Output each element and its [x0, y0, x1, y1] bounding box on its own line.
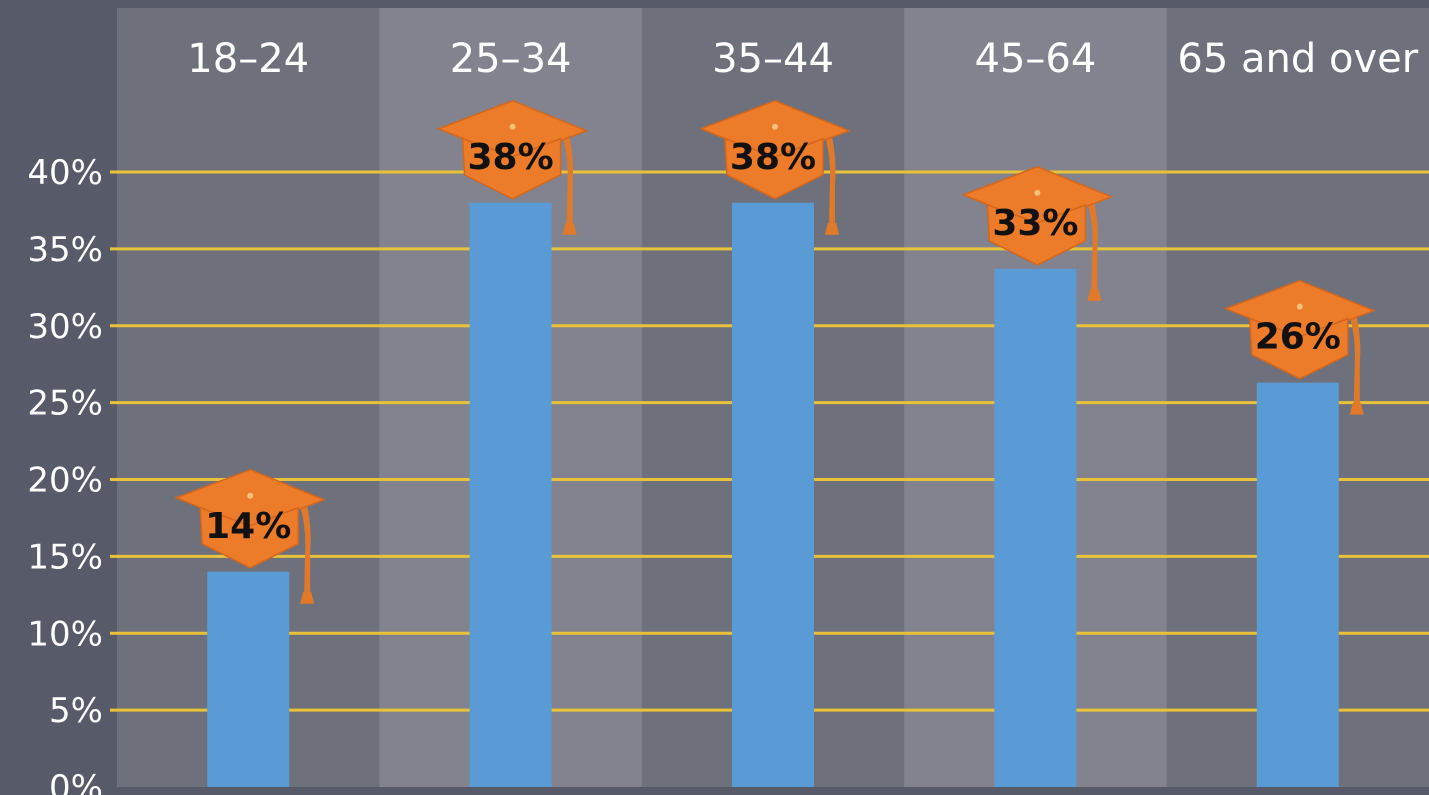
graduation-caps: 14% 38% 38% 33% 26%: [174, 99, 1376, 604]
cap-button: [509, 123, 516, 130]
cap-button: [1034, 189, 1041, 196]
tassel-end: [825, 222, 839, 235]
category-label: 45–64: [975, 36, 1097, 82]
graduation-cap-icon: [436, 99, 589, 235]
tassel-end: [1087, 288, 1102, 301]
cap-button: [247, 492, 254, 499]
tassel-end: [300, 591, 315, 604]
data-label: 26%: [1255, 317, 1341, 358]
cap-button: [1296, 303, 1303, 310]
y-tick-label: 30%: [27, 307, 103, 347]
bar: [207, 571, 290, 787]
data-label: 38%: [730, 137, 816, 178]
y-tick-label: 5%: [49, 691, 103, 731]
category-label: 18–24: [187, 36, 309, 82]
y-tick-label: 20%: [27, 461, 103, 501]
y-tick-label: 40%: [27, 153, 103, 193]
bar: [994, 268, 1077, 787]
category-labels: 18–24 25–34 35–44 45–64 65 and over: [187, 36, 1418, 82]
cap-base: [461, 137, 562, 200]
tassel: [562, 132, 574, 223]
tassel-end: [1349, 402, 1364, 415]
tassel: [300, 501, 311, 592]
graduation-cap-icon: [698, 99, 852, 235]
tassel: [825, 132, 836, 223]
graduation-cap-icon: [961, 166, 1114, 301]
y-tick-label: 0%: [49, 768, 103, 795]
cap-button: [772, 123, 778, 130]
y-tick-label: 10%: [27, 614, 103, 654]
category-label: 35–44: [712, 36, 834, 82]
graduation-cap-icon: [1223, 279, 1376, 415]
data-label: 33%: [992, 203, 1078, 244]
graduation-cap-icon: [174, 468, 327, 604]
cap-base: [986, 203, 1087, 266]
y-tick-label: 35%: [27, 230, 103, 270]
data-label: 14%: [205, 506, 291, 547]
cap-base: [199, 506, 299, 569]
data-label: 38%: [468, 137, 554, 178]
y-axis-ticks: 0% 5% 10% 15% 20% 25% 30% 35% 40%: [27, 153, 103, 795]
tassel: [1087, 198, 1098, 289]
tassel: [1349, 312, 1361, 403]
bar: [732, 202, 814, 787]
cap-base: [1248, 317, 1349, 380]
y-tick-label: 25%: [27, 384, 103, 424]
bar: [1256, 382, 1339, 787]
bar: [469, 202, 552, 787]
category-label: 65 and over: [1177, 36, 1418, 82]
cap-base: [724, 137, 824, 200]
bars: [207, 202, 1339, 787]
tassel-end: [562, 222, 577, 235]
y-tick-label: 15%: [27, 537, 103, 577]
category-label: 25–34: [450, 36, 572, 82]
